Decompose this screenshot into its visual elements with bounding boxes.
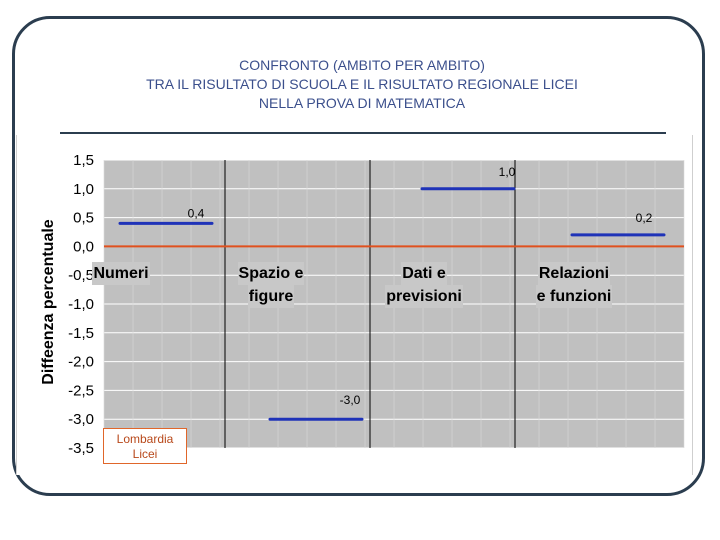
category-label-text: Relazioni	[537, 262, 611, 285]
y-tick-label: 0,0	[73, 238, 94, 255]
category-label: Dati e previsioni	[364, 262, 484, 308]
y-tick-label: -2,5	[68, 382, 94, 399]
category-label: Relazioni e funzioni	[514, 262, 634, 308]
category-label-text: Spazio e	[237, 262, 305, 285]
legend-line-1: Lombardia	[116, 432, 174, 446]
category-label-text: e funzioni	[535, 285, 613, 308]
y-axis-label: Diffeenza percentuale	[40, 219, 57, 384]
data-label: -3,0	[340, 393, 361, 407]
y-tick-label: -1,5	[68, 325, 94, 342]
category-label-text: previsioni	[385, 285, 463, 308]
category-label-text: figure	[247, 285, 295, 308]
category-label-text: Dati e	[401, 262, 447, 285]
y-tick-label: 0,5	[73, 210, 94, 227]
title-line-2: TRA IL RISULTATO DI SCUOLA E IL RISULTAT…	[146, 76, 578, 92]
y-tick-label: -0,5	[68, 267, 94, 284]
data-label: 0,2	[636, 211, 653, 225]
y-tick-labels: 1,5 1,0 0,5 0,0 -0,5 -1,0 -1,5 -2,0 -2,5 -3,0 -3,5	[68, 152, 94, 457]
y-tick-label: 1,5	[73, 152, 94, 169]
title-line-3: NELLA PROVA DI MATEMATICA	[258, 95, 466, 111]
y-tick-label: 1,0	[73, 181, 94, 198]
y-tick-label: -3,5	[68, 440, 94, 457]
category-label-text: Numeri	[92, 262, 150, 285]
y-tick-label: -3,0	[68, 411, 94, 428]
y-tick-label: -1,0	[68, 296, 94, 313]
title-line-1: CONFRONTO (AMBITO PER AMBITO)	[239, 57, 485, 73]
legend-line-2: Licei	[132, 447, 158, 461]
legend-box: Lombardia Licei	[103, 428, 187, 464]
title-divider	[60, 132, 666, 134]
data-label: 0,4	[188, 206, 205, 220]
data-label: 1,0	[499, 165, 516, 179]
category-label: Spazio e figure	[211, 262, 331, 308]
y-tick-label: -2,0	[68, 354, 94, 371]
category-label: Numeri	[61, 262, 181, 285]
series-marks	[118, 187, 666, 421]
data-labels: 0,4 -3,0 1,0 0,2	[188, 165, 653, 407]
chart-title: CONFRONTO (AMBITO PER AMBITO) TRA IL RIS…	[60, 56, 664, 113]
